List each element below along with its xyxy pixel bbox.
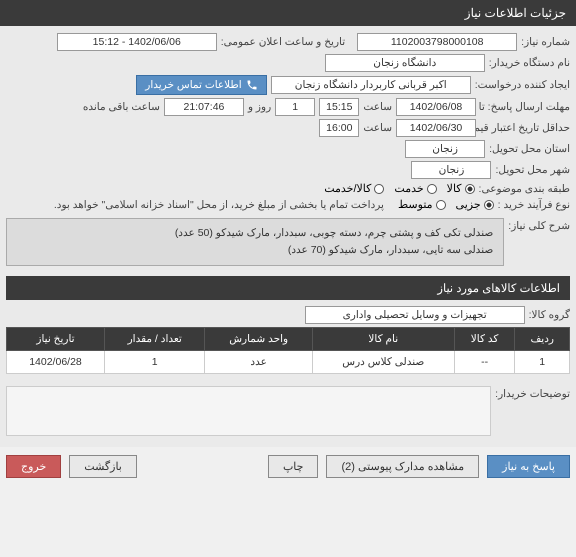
requester-label: ایجاد کننده درخواست: <box>475 79 570 91</box>
row-buyer: نام دستگاه خریدار: دانشگاه زنجان <box>6 54 570 72</box>
row-notes: توضیحات خریدار: <box>6 382 570 440</box>
days-left: 1 <box>275 98 315 116</box>
section-goods-header: اطلاعات کالاهای مورد نیاز <box>6 276 570 300</box>
summary-box: صندلی تکی کف و پشتی چرم، دسته چوبی، سبدد… <box>6 218 504 266</box>
td-date: 1402/06/28 <box>7 350 105 373</box>
th-name: نام کالا <box>312 327 454 350</box>
need-number-label: شماره نیاز: <box>521 36 570 48</box>
buyer-label: نام دستگاه خریدار: <box>489 57 570 69</box>
buyer-value: دانشگاه زنجان <box>325 54 485 72</box>
radio-partial[interactable]: جزیی <box>456 198 494 211</box>
back-button[interactable]: بازگشت <box>69 455 137 478</box>
validity-time: 16:00 <box>319 119 359 137</box>
province-label: استان محل تحویل: <box>489 143 570 155</box>
radio-service-label: خدمت <box>394 182 423 195</box>
row-need-number: شماره نیاز: 1102003798000108 تاریخ و ساع… <box>6 33 570 51</box>
phone-icon <box>246 79 258 91</box>
section-goods-title: اطلاعات کالاهای مورد نیاز <box>437 283 560 295</box>
table-row[interactable]: 1 -- صندلی کلاس درس عدد 1 1402/06/28 <box>7 350 570 373</box>
th-row: ردیف <box>515 327 570 350</box>
radio-medium-dot <box>436 200 446 210</box>
table-header-row: ردیف کد کالا نام کالا واحد شمارش تعداد /… <box>7 327 570 350</box>
td-name: صندلی کلاس درس <box>312 350 454 373</box>
process-note: پرداخت تمام یا بخشی از مبلغ خرید، از محل… <box>54 199 384 211</box>
process-label: نوع فرآیند خرید : <box>498 199 570 211</box>
radio-goods-label: کالا <box>447 182 462 195</box>
row-requester: ایجاد کننده درخواست: اکبر قربانی کاربردا… <box>6 75 570 95</box>
radio-service[interactable]: خدمت <box>394 182 436 195</box>
header-title: جزئیات اطلاعات نیاز <box>465 6 566 20</box>
announce-date-value: 1402/06/06 - 15:12 <box>57 33 217 51</box>
td-qty: 1 <box>104 350 204 373</box>
th-unit: واحد شمارش <box>205 327 312 350</box>
row-category: طبقه بندی موضوعی: کالا خدمت کالا/خدمت <box>6 182 570 195</box>
td-code: -- <box>454 350 515 373</box>
time-label-1: ساعت <box>363 101 392 113</box>
th-qty: تعداد / مقدار <box>104 327 204 350</box>
radio-goods-dot <box>465 184 475 194</box>
group-label: گروه کالا: <box>529 309 570 321</box>
radio-partial-label: جزیی <box>456 198 481 211</box>
main-content: شماره نیاز: 1102003798000108 تاریخ و ساع… <box>0 26 576 447</box>
contact-info-button[interactable]: اطلاعات تماس خریدار <box>136 75 266 95</box>
city-label: شهر محل تحویل: <box>495 164 570 176</box>
radio-both[interactable]: کالا/خدمت <box>324 182 384 195</box>
attachments-button[interactable]: مشاهده مدارک پیوستی (2) <box>326 455 479 478</box>
radio-both-label: کالا/خدمت <box>324 182 371 195</box>
process-radio-group: جزیی متوسط <box>398 198 494 211</box>
radio-partial-dot <box>484 200 494 210</box>
row-summary: شرح کلی نیاز: صندلی تکی کف و پشتی چرم، د… <box>6 214 570 270</box>
notes-textarea[interactable] <box>6 386 491 436</box>
radio-medium-label: متوسط <box>398 198 433 211</box>
contact-btn-label: اطلاعات تماس خریدار <box>145 79 241 91</box>
table-body: 1 -- صندلی کلاس درس عدد 1 1402/06/28 <box>7 350 570 373</box>
summary-label: شرح کلی نیاز: <box>508 220 570 232</box>
group-value: تجهیزات و وسایل تحصیلی واداری <box>305 306 525 324</box>
need-number-value: 1102003798000108 <box>357 33 517 51</box>
th-code: کد کالا <box>454 327 515 350</box>
notes-label: توضیحات خریدار: <box>495 388 570 400</box>
row-group: گروه کالا: تجهیزات و وسایل تحصیلی واداری <box>6 306 570 324</box>
countdown-label: ساعت باقی مانده <box>83 101 160 113</box>
footer-buttons: پاسخ به نیاز مشاهده مدارک پیوستی (2) چاپ… <box>0 447 576 486</box>
spacer <box>145 455 260 478</box>
deadline-date: 1402/06/08 <box>396 98 476 116</box>
goods-table: ردیف کد کالا نام کالا واحد شمارش تعداد /… <box>6 327 570 374</box>
table-head: ردیف کد کالا نام کالا واحد شمارش تعداد /… <box>7 327 570 350</box>
deadline-label: مهلت ارسال پاسخ: تا تاریخ: <box>480 101 570 113</box>
city-value: زنجان <box>411 161 491 179</box>
radio-service-dot <box>427 184 437 194</box>
announce-date-label: تاریخ و ساعت اعلان عمومی: <box>221 36 345 48</box>
requester-value: اکبر قربانی کاربردار دانشگاه زنجان <box>271 76 471 94</box>
radio-goods[interactable]: کالا <box>447 182 475 195</box>
summary-line-2: صندلی سه تایی، سبددار، مارک شیدکو (70 عد… <box>17 242 493 259</box>
page-header: جزئیات اطلاعات نیاز <box>0 0 576 26</box>
print-button[interactable]: چاپ <box>268 455 319 478</box>
td-unit: عدد <box>205 350 312 373</box>
validity-date: 1402/06/30 <box>396 119 476 137</box>
countdown: 21:07:46 <box>164 98 244 116</box>
row-city: شهر محل تحویل: زنجان <box>6 161 570 179</box>
td-row: 1 <box>515 350 570 373</box>
radio-both-dot <box>374 184 384 194</box>
time-label-2: ساعت <box>363 122 392 134</box>
deadline-time: 15:15 <box>319 98 359 116</box>
category-label: طبقه بندی موضوعی: <box>479 183 570 195</box>
row-province: استان محل تحویل: زنجان <box>6 140 570 158</box>
th-date: تاریخ نیاز <box>7 327 105 350</box>
row-process: نوع فرآیند خرید : جزیی متوسط پرداخت تمام… <box>6 198 570 211</box>
validity-label: حداقل تاریخ اعتبار قیمت: تا تاریخ: <box>480 122 570 134</box>
category-radio-group: کالا خدمت کالا/خدمت <box>324 182 474 195</box>
row-validity: حداقل تاریخ اعتبار قیمت: تا تاریخ: 1402/… <box>6 119 570 137</box>
days-label: روز و <box>248 101 271 113</box>
province-value: زنجان <box>405 140 485 158</box>
summary-line-1: صندلی تکی کف و پشتی چرم، دسته چوبی، سبدد… <box>17 225 493 242</box>
respond-button[interactable]: پاسخ به نیاز <box>487 455 570 478</box>
radio-medium[interactable]: متوسط <box>398 198 446 211</box>
exit-button[interactable]: خروج <box>6 455 61 478</box>
row-deadline: مهلت ارسال پاسخ: تا تاریخ: 1402/06/08 سا… <box>6 98 570 116</box>
